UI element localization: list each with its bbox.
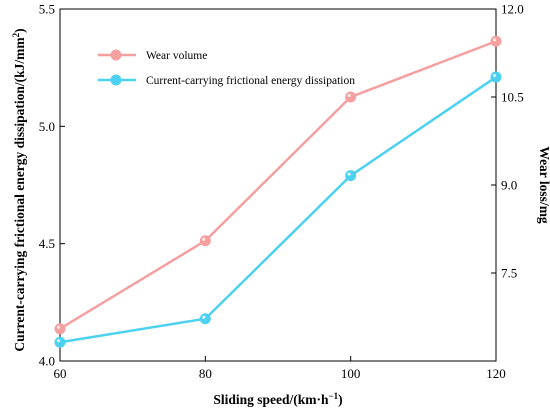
y-left-tick-label: 4.5	[39, 236, 55, 251]
data-point-1	[490, 71, 502, 83]
plot-frame	[59, 8, 497, 362]
y-left-axis-title: Current-carrying frictional energy dissi…	[11, 28, 27, 351]
data-point-0	[490, 35, 502, 47]
svg-text:Sliding speed/(km·h−1): Sliding speed/(km·h−1)	[213, 391, 342, 407]
y-right-tick-label: 9.0	[501, 178, 517, 193]
y-left-tick-label: 4.0	[39, 354, 55, 369]
x-tick-label: 60	[54, 366, 67, 381]
y-left-tick-label: 5.0	[39, 119, 55, 134]
y-right-axis-title: Wear loss/mg	[537, 146, 550, 224]
legend-item-energy-dissipation: Current-carrying frictional energy dissi…	[98, 74, 355, 87]
series-line-1	[59, 76, 497, 344]
x-axis-title: Sliding speed/(km·h−1)	[213, 391, 342, 407]
x-tick-label: 100	[341, 366, 361, 381]
data-point-highlight	[347, 172, 351, 176]
data-point-highlight	[347, 93, 351, 98]
axis-ticks: 60 80 100 120 4.0 4.5 5.0 5.5 7.5 9.0 10.5 12.0	[39, 2, 524, 382]
legend-label-energy-dissipation: Current-carrying frictional energy dissi…	[146, 75, 355, 87]
x-tick-label: 80	[199, 366, 212, 381]
series-points	[54, 35, 502, 348]
data-point-highlight	[492, 73, 497, 78]
data-point-0	[199, 235, 211, 247]
data-point-1	[54, 336, 66, 348]
series-line-0	[59, 40, 497, 330]
data-point-highlight	[202, 315, 206, 319]
x-tick-label: 120	[486, 366, 506, 381]
data-point-highlight	[56, 339, 61, 343]
data-point-1	[345, 170, 357, 182]
data-point-1	[199, 313, 211, 325]
y-right-tick-label: 12.0	[501, 2, 524, 17]
legend-label-wear-volume: Wear volume	[146, 50, 207, 62]
y-right-tick-label: 7.5	[501, 266, 517, 281]
data-point-0	[54, 323, 66, 335]
svg-text:Current-carrying frictional en: Current-carrying frictional energy dissi…	[11, 28, 27, 351]
data-point-highlight	[56, 325, 61, 329]
y-right-tick-label: 10.5	[501, 90, 524, 105]
y-left-tick-label: 5.5	[39, 2, 55, 17]
legend-item-wear-volume: Wear volume	[98, 49, 207, 62]
legend: Wear volume Current-carrying frictional …	[98, 49, 355, 87]
data-point-highlight	[202, 237, 206, 241]
series-lines	[59, 40, 497, 344]
data-point-0	[345, 91, 357, 103]
data-point-highlight	[492, 38, 497, 42]
